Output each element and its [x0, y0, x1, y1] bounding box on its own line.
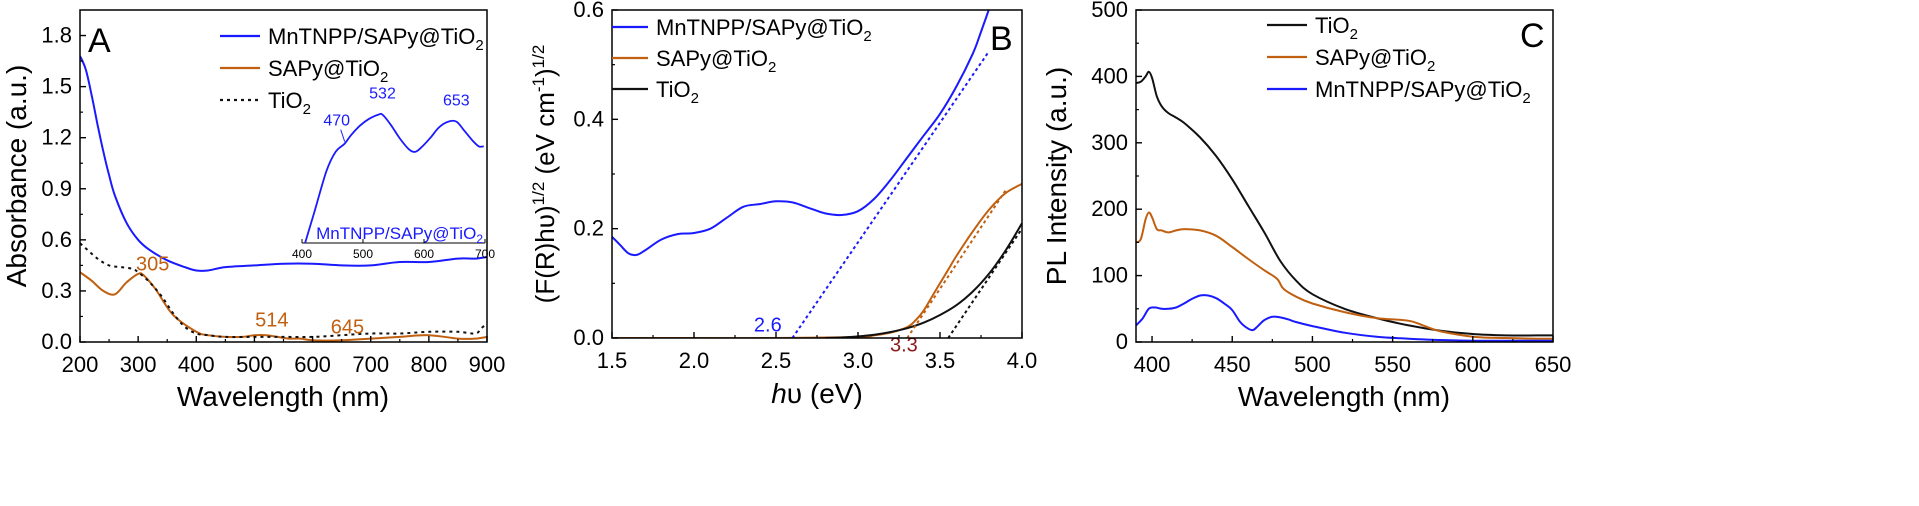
panel-b-annotations: 2.6 3.3: [754, 314, 918, 356]
panel-a-y-tick-label: 0.0: [41, 329, 72, 354]
panel-c-y-tick-label: 500: [1091, 0, 1128, 22]
panel-c-series: [1136, 70, 1553, 342]
panel-b-tangent-lines: [791, 50, 1022, 338]
panel-a-x-tick-label: 300: [120, 352, 157, 377]
inset-x-tick-label: 600: [414, 247, 434, 261]
panel-a-y-tick-label: 1.5: [41, 74, 72, 99]
panel-a-ticks: 200 300 400 500 600 700 800 900 0.0 0.3 0.6 0.9 1.2 1…: [41, 23, 505, 377]
panel-a-label: A: [88, 22, 111, 60]
panel-a-legend-label-mntnpp-sapy-tio2: MnTNPP/SAPy@TiO2: [268, 24, 484, 54]
panel-b-series-tio2: [825, 222, 1022, 338]
panel-c-x-axis-label: Wavelength (nm): [1238, 381, 1450, 412]
panel-b-x-axis-label: hυ (eV): [771, 378, 863, 409]
panel-b-x-label-italic: h: [771, 378, 787, 409]
inset-peak-label: 653: [443, 93, 470, 110]
panel-b-ticks: 1.5 2.0 2.5 3.0 3.5 4.0 0.0 0.2 0.4 0.6: [573, 0, 1037, 373]
panel-a-x-axis-label: Wavelength (nm): [177, 381, 389, 412]
panel-c-x-tick-label: 500: [1294, 352, 1331, 377]
panel-c-x-tick-label: 650: [1535, 352, 1572, 377]
panel-a-x-tick-label: 600: [294, 352, 331, 377]
panel-b-series-sapy-tio2: [612, 182, 1022, 338]
panel-b-label: B: [990, 20, 1013, 58]
panel-a-series-mntnpp-sapy-tio2: [80, 55, 487, 272]
panel-c-y-tick-label: 300: [1091, 130, 1128, 155]
panel-b-tangent-tio2: [947, 228, 1022, 338]
panel-b-legend-label-tio2: TiO2: [656, 77, 699, 107]
panel-a-series: [80, 55, 487, 342]
inset-peak-label: 532: [369, 86, 396, 103]
panel-a-x-tick-label: 800: [410, 352, 447, 377]
inset-x-tick-label: 700: [475, 247, 495, 261]
panel-c: 400 450 500 550 600 650 0 100 200 300 400 500 C Wav…: [1041, 0, 1571, 412]
panel-c-y-axis-label: PL Intensity (a.u.): [1041, 67, 1072, 285]
panel-a-peak-label: 305: [136, 253, 169, 275]
panel-a-x-tick-label: 700: [352, 352, 389, 377]
panel-c-legend-label-sapy-tio2: SAPy@TiO2: [1315, 45, 1435, 75]
inset-peak-marker: [340, 129, 346, 142]
panel-c-legend-label-mntnpp-sapy-tio2: MnTNPP/SAPy@TiO2: [1315, 77, 1531, 107]
panel-a-y-axis-label: Absorbance (a.u.): [1, 65, 32, 288]
panel-a-y-tick-label: 0.3: [41, 278, 72, 303]
panel-c-x-tick-label: 400: [1134, 352, 1171, 377]
panel-b-x-tick-label: 4.0: [1007, 348, 1038, 373]
panel-a-peak-label: 514: [255, 310, 288, 332]
panel-c-y-tick-label: 200: [1091, 196, 1128, 221]
panel-c-x-tick-label: 450: [1214, 352, 1251, 377]
panel-b-x-tick-label: 3.5: [925, 348, 956, 373]
panel-b-bandgap-label: 2.6: [754, 314, 782, 336]
panel-b-x-label-symbol: υ: [787, 378, 802, 409]
panel-a-y-tick-label: 0.9: [41, 176, 72, 201]
panel-a-y-tick-label: 1.2: [41, 125, 72, 150]
panel-a-x-tick-label: 200: [62, 352, 99, 377]
panel-a: 305 514 645 200 300 400 500 600 700 800 900 0.0 0.3…: [1, 9, 505, 412]
panel-b-tangent-sapy-tio2: [906, 189, 1007, 338]
panel-b-y-tick-label: 0.2: [573, 216, 604, 241]
panel-b-y-tick-label: 0.4: [573, 106, 604, 131]
inset-x-tick-label: 500: [353, 247, 373, 261]
panel-c-series-sapy-tio2: [1136, 211, 1553, 340]
panel-c-label: C: [1520, 17, 1545, 55]
panel-c-x-tick-label: 600: [1454, 352, 1491, 377]
panel-a-annotations: 305 514 645: [136, 253, 364, 338]
panel-a-peak-label: 645: [331, 316, 364, 338]
inset-x-tick-label: 400: [292, 247, 312, 261]
panel-b-x-tick-label: 1.5: [597, 348, 628, 373]
panel-b-bandgap-label: 3.3: [890, 335, 918, 357]
panel-b-legend-label-mntnpp-sapy-tio2: MnTNPP/SAPy@TiO2: [656, 15, 872, 45]
panel-b-series-mntnpp-sapy-tio2: [612, 10, 990, 257]
panel-b-x-label-rest: (eV): [802, 378, 863, 409]
inset-peak-label: 470: [323, 113, 350, 130]
panel-b-x-tick-label: 3.0: [843, 348, 874, 373]
panel-a-legend-label-sapy-tio2: SAPy@TiO2: [268, 56, 388, 86]
panel-c-y-tick-label: 0: [1116, 329, 1128, 354]
panel-c-y-tick-label: 100: [1091, 263, 1128, 288]
panel-c-x-tick-label: 550: [1374, 352, 1411, 377]
inset-label: MnTNPP/SAPy@TiO2: [316, 224, 483, 246]
panel-c-y-tick-label: 400: [1091, 63, 1128, 88]
panel-b-x-tick-label: 2.5: [761, 348, 792, 373]
panel-b-y-tick-label: 0.0: [573, 325, 604, 350]
panel-b-x-tick-label: 2.0: [679, 348, 710, 373]
panel-b-y-axis-label: (F(R)hυ)1/2 (eV cm-1)1/2: [529, 45, 560, 304]
panel-a-y-tick-label: 0.6: [41, 227, 72, 252]
panel-c-legend-label-tio2: TiO2: [1315, 13, 1358, 43]
panel-a-inset: 400 500 600 700 470 532 653 MnTNPP/SAPy@TiO2: [292, 86, 495, 261]
panel-a-x-tick-label: 500: [236, 352, 273, 377]
panel-a-y-tick-label: 1.8: [41, 23, 72, 48]
panel-b-legend-label-sapy-tio2: SAPy@TiO2: [656, 46, 776, 76]
panel-a-x-tick-label: 900: [469, 352, 506, 377]
panel-c-ticks: 400 450 500 550 600 650 0 100 200 300 400 500: [1091, 0, 1571, 377]
panel-a-legend-label-tio2: TiO2: [268, 88, 311, 118]
panel-a-x-tick-label: 400: [178, 352, 215, 377]
panel-a-series-tio2: [80, 242, 487, 339]
panel-b-y-tick-label: 0.6: [573, 0, 604, 22]
inset-series-mntnpp-sapy-tio2: [304, 112, 484, 244]
panel-b-tangent-mntnpp-sapy-tio2: [791, 50, 991, 338]
panel-b: 2.63.3 1.5 2.0 2.5 3.0 3.5 4.00.00.20.40.6 B …: [529, 0, 1037, 409]
panel-c-series-mntnpp-sapy-tio2: [1136, 294, 1553, 342]
